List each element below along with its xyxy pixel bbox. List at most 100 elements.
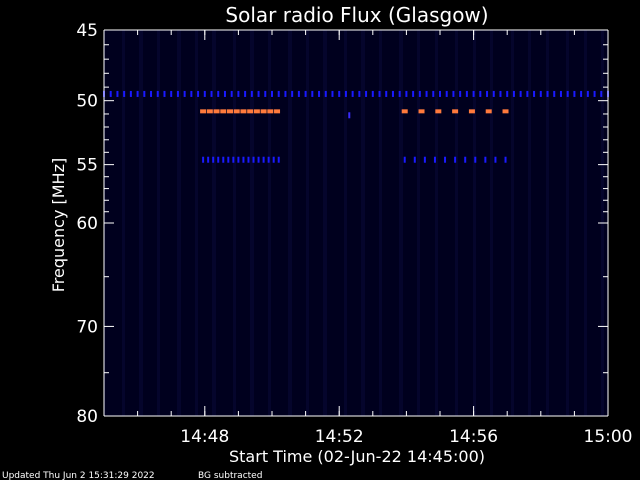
noise-striation <box>546 30 547 416</box>
emission-mark <box>371 90 374 97</box>
emission-mark <box>170 90 173 97</box>
y-tick-label: 70 <box>76 317 98 337</box>
emission-mark <box>413 156 416 163</box>
emission-mark <box>464 156 467 163</box>
emission-mark <box>600 90 603 97</box>
updated-timestamp: Updated Thu Jun 2 15:31:29 2022 <box>2 471 155 480</box>
noise-striation <box>212 30 213 416</box>
emission-mark <box>197 90 200 97</box>
emission-mark <box>512 90 515 97</box>
emission-mark <box>233 109 240 114</box>
emission-mark <box>553 90 556 97</box>
emission-mark <box>163 90 166 97</box>
y-axis-ticks: 45 50 55 60 70 80 <box>76 21 608 427</box>
emission-mark <box>546 90 549 97</box>
noise-striation <box>585 30 586 416</box>
emission-mark <box>212 156 215 163</box>
noise-striation <box>326 30 327 416</box>
emission-mark <box>492 90 495 97</box>
emission-mark <box>378 90 381 97</box>
noise-striation <box>157 30 158 416</box>
emission-mark <box>237 90 240 97</box>
noise-striation <box>291 30 292 416</box>
noise-striation <box>290 30 291 416</box>
noise-striation <box>233 30 234 416</box>
emission-mark <box>486 90 489 97</box>
emission-mark <box>506 90 509 97</box>
noise-striation <box>380 30 381 416</box>
emission-mark <box>418 90 421 97</box>
noise-striation <box>307 30 308 416</box>
noise-striation <box>401 30 402 416</box>
emission-mark <box>253 109 260 114</box>
noise-striation <box>323 30 324 416</box>
noise-striation <box>417 30 418 416</box>
emission-mark <box>247 109 254 114</box>
noise-striation <box>324 30 325 416</box>
noise-striation <box>345 30 346 416</box>
emission-mark <box>526 90 529 97</box>
y-tick-label: 80 <box>76 407 98 427</box>
emission-mark <box>123 90 126 97</box>
noise-striation <box>361 30 362 416</box>
emission-mark <box>260 109 267 114</box>
emission-mark <box>156 90 159 97</box>
emission-mark <box>250 90 253 97</box>
emission-mark <box>190 90 193 97</box>
emission-mark <box>499 90 502 97</box>
emission-mark <box>129 90 132 97</box>
noise-striation <box>346 30 347 416</box>
emission-mark <box>338 90 341 97</box>
emission-mark <box>271 90 273 97</box>
emission-mark <box>365 90 368 97</box>
noise-striation <box>437 30 438 416</box>
emission-mark <box>433 156 436 163</box>
emission-mark <box>318 90 321 97</box>
emission-mark <box>465 90 468 97</box>
emission-mark <box>227 109 233 114</box>
y-tick-label: 45 <box>76 21 98 41</box>
noise-striation <box>141 30 142 416</box>
emission-mark <box>494 156 497 163</box>
noise-striation <box>159 30 160 416</box>
noise-striation <box>512 30 513 416</box>
emission-mark <box>257 90 260 97</box>
emission-mark <box>252 156 255 163</box>
noise-striation <box>124 30 125 416</box>
emission-mark <box>210 90 213 97</box>
emission-mark <box>264 90 267 97</box>
noise-striation <box>140 30 141 416</box>
x-axis-title: Start Time (02-Jun-22 14:45:00) <box>229 447 485 466</box>
emission-mark <box>150 90 153 97</box>
emission-mark <box>240 109 247 114</box>
emission-mark <box>267 156 270 163</box>
emission-mark <box>539 90 542 97</box>
emission-mark <box>200 109 207 114</box>
emission-mark <box>391 90 394 97</box>
noise-striation <box>196 30 197 416</box>
noise-striation <box>252 30 253 416</box>
noise-striation <box>584 30 585 416</box>
emission-mark <box>247 156 250 163</box>
noise-striation <box>213 30 214 416</box>
noise-striation <box>473 30 474 416</box>
x-tick-label: 15:00 <box>584 427 633 447</box>
emission-mark <box>206 109 213 114</box>
emission-mark <box>432 90 435 97</box>
emission-mark <box>398 90 401 97</box>
noise-striation <box>122 30 123 416</box>
emission-mark <box>284 90 287 97</box>
emission-mark <box>452 109 459 114</box>
noise-striation <box>529 30 530 416</box>
emission-mark <box>559 90 562 97</box>
emission-mark <box>435 109 442 114</box>
emission-mark <box>257 156 260 163</box>
emission-mark <box>502 109 509 114</box>
noise-striation <box>289 30 290 416</box>
emission-mark <box>277 156 280 163</box>
emission-mark <box>237 156 240 163</box>
emission-mark <box>351 90 354 97</box>
emission-mark <box>573 90 576 97</box>
emission-mark <box>220 109 227 114</box>
emission-mark <box>311 90 314 97</box>
